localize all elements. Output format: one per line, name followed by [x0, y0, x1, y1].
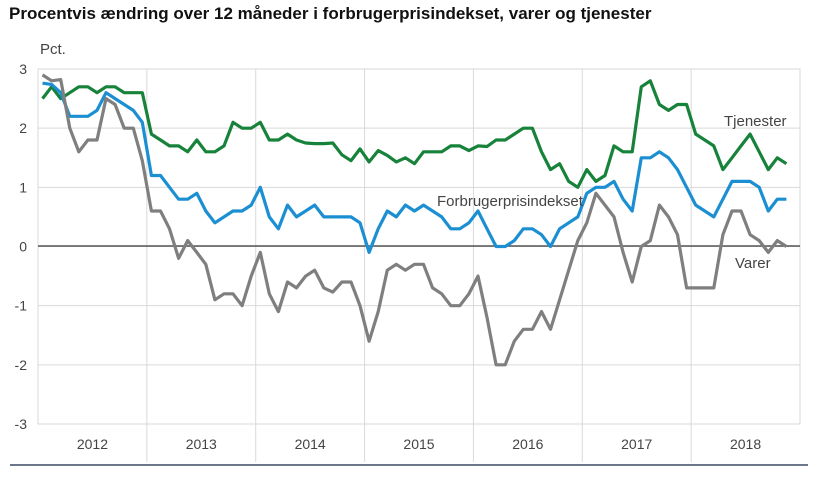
y-tick-label: -1: [15, 298, 28, 314]
series-line-forbrugerprisindekset: [42, 81, 787, 254]
y-axis-ticks: 3 2 1 0 -1 -2 -3: [15, 61, 28, 432]
series-label-forbrugerprisindekset: Forbrugerprisindekset: [437, 193, 584, 210]
series-lines: [41, 73, 788, 367]
series-label-varer: Varer: [735, 255, 771, 272]
x-tick-label: 2015: [403, 436, 434, 452]
y-tick-label: 2: [19, 120, 27, 136]
x-tick-label: 2018: [730, 436, 761, 452]
x-tick-label: 2013: [186, 436, 217, 452]
series-line-varer: [41, 73, 788, 367]
x-axis-labels: 2012 2013 2014 2015 2016 2017 2018: [77, 436, 762, 452]
chart-title: Procentvis ændring over 12 måneder i for…: [9, 4, 652, 23]
x-tick-label: 2017: [621, 436, 652, 452]
series-label-tjenester: Tjenester: [724, 113, 787, 130]
y-axis-label: Pct.: [40, 41, 66, 58]
y-tick-label: -2: [15, 357, 28, 373]
x-tick-label: 2014: [295, 436, 326, 452]
y-tick-label: 1: [19, 179, 27, 195]
y-tick-label: 3: [19, 61, 27, 77]
y-tick-label: 0: [19, 239, 27, 255]
y-tick-label: -3: [15, 416, 28, 432]
series-line-tjenester: [41, 79, 788, 189]
x-tick-label: 2012: [77, 436, 108, 452]
x-tick-label: 2016: [512, 436, 543, 452]
